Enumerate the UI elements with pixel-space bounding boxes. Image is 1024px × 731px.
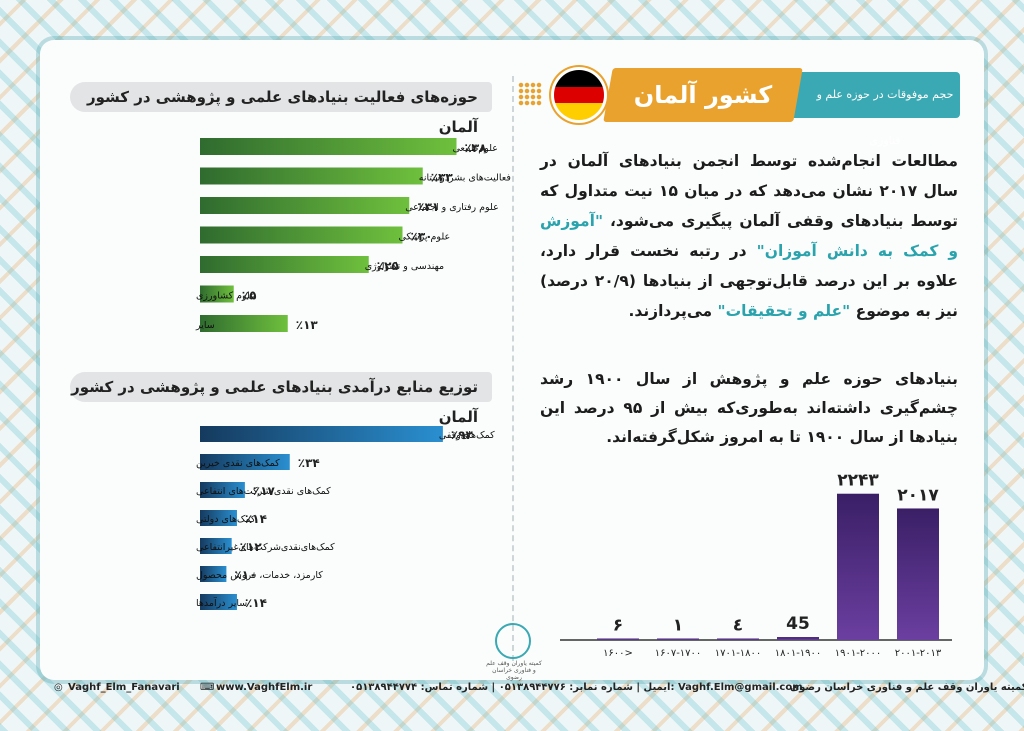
instagram-icon: ◎ — [54, 682, 63, 693]
income-category-label-2: کمک‌های نقدی شرکت‌های انتفاعی — [196, 486, 331, 497]
income-category-label-5: کارمزد، خدمات، فروش محصول — [196, 570, 323, 581]
column-divider — [512, 76, 514, 661]
decorative-dots-icon — [518, 82, 542, 106]
activity-value-label-2: ٪۳۱ — [417, 200, 439, 214]
activity-category-label-4: مهندسی و تکنولوژی — [365, 261, 444, 272]
period-category-label-1: ۱۹۰۱-۲۰۰۰ — [835, 648, 882, 659]
income-value-label-5: ٪۱۰ — [234, 568, 256, 582]
chart1-title: حوزه‌های فعالیت بنیادهای علمی و پژوهشی د… — [70, 82, 492, 136]
activity-fields-chart: علوم‌طبیعی٪۳۸ علوم مربوط به فعالیت‌های بش… — [195, 138, 512, 332]
activity-bar-0 — [200, 138, 457, 155]
activity-bar-6 — [200, 315, 288, 332]
income-category-label-4: کمک‌های‌نقدی‌شرکت‌های‌غیرانتفاعی — [196, 542, 335, 553]
period-value-label-1: ۲۲۴۳ — [837, 471, 879, 491]
header-title: کشور آلمان — [633, 81, 773, 109]
period-value-label-0: ۲۰۱۷ — [897, 485, 939, 505]
organization-name: کمیته یاوران وقف علم و فناوری خراسان رضو… — [790, 682, 1024, 693]
header-subtitle: حجم موفوقات در حوزه علم و فناوری — [816, 88, 954, 147]
logo-caption: کمیته یاوران وقف علم و فناوری خراسان رضو… — [486, 660, 542, 681]
income-bar-1 — [200, 454, 290, 470]
organization-logo-icon — [495, 623, 531, 659]
period-bar-0 — [897, 508, 939, 640]
period-value-label-3: ٤ — [733, 616, 743, 636]
income-bar-3 — [200, 510, 237, 526]
activity-category-label-5: علوم کشاورزی — [196, 291, 256, 302]
header-title-box: کشور آلمان — [603, 68, 803, 122]
activity-category-label-1: علوم مربوط به فعالیت‌های بشردوستانه — [419, 173, 512, 184]
intro-text-a: مطالعات انجام‌شده توسط انجمن بنیادهای آل… — [540, 152, 958, 230]
activity-value-label-6: ٪۱۳ — [296, 318, 319, 332]
income-category-label-3: کمک‌های دولتی — [196, 514, 256, 525]
flag-stripe-red — [554, 86, 604, 104]
income-category-label-6: سایر درآمدها — [196, 596, 247, 609]
period-bar-3 — [717, 638, 759, 640]
footer: ◎ Vaghf_Elm_Fanavari ⌨ www.VaghfElm.ir V… — [40, 678, 1024, 698]
contact-line: Vaghf.Elm@gmail.com :ایمیل | شماره نمابر… — [350, 682, 803, 693]
activity-category-label-6: سایر — [195, 320, 215, 331]
intro-paragraph: مطالعات انجام‌شده توسط انجمن بنیادهای آل… — [540, 146, 958, 326]
income-category-label-1: کمک‌های نقدی خیرین — [196, 458, 280, 469]
period-bar-1 — [837, 493, 879, 640]
flag-stripe-gold — [554, 103, 604, 120]
activity-category-label-3: علوم پزشکی — [399, 232, 451, 243]
income-bar-0 — [200, 426, 443, 442]
income-value-label-4: ٪۱۲ — [240, 540, 263, 554]
income-value-label-3: ٪۱۴ — [245, 512, 267, 526]
activity-bar-2 — [200, 197, 410, 214]
income-bar-4 — [200, 538, 232, 554]
income-sources-chart: کمک‌های‌وقفی٪۹۲ کمک‌های نقدی خیرین ٪۳۴ کمک‌… — [196, 426, 495, 610]
web-icon: ⌨ — [200, 682, 215, 693]
activity-value-label-0: ٪۳۸ — [465, 141, 488, 155]
flag-stripe-black — [554, 70, 604, 87]
income-bar-5 — [200, 566, 227, 582]
activity-bar-5 — [200, 285, 234, 303]
period-value-label-5: ۶ — [613, 616, 623, 636]
income-bar-2 — [200, 482, 245, 498]
period-category-label-4: ۱۶۰۷-۱۷۰۰ — [655, 648, 702, 659]
period-category-label-3: ۱۷۰۱-۱۸۰۰ — [715, 648, 762, 659]
income-value-label-2: ٪۱۷ — [253, 484, 276, 498]
intro-text-b: در رتبه نخست قرار دارد، علاوه بر این درص… — [540, 242, 958, 320]
activity-value-label-1: ٪۳۳ — [431, 171, 454, 185]
intro-text-c: می‌پردازند. — [628, 302, 718, 320]
activity-bar-1 — [200, 167, 423, 185]
period-value-label-2: 45 — [786, 614, 810, 634]
activity-bar-3 — [200, 226, 403, 244]
germany-flag-icon — [554, 70, 604, 120]
income-category-label-0: کمک‌های‌وقفی — [439, 430, 495, 441]
chart2-title: توزیع منابع درآمدی بنیادهای علمی و پژوهش… — [70, 372, 492, 426]
period-bar-5 — [597, 638, 639, 640]
intro-highlight-education: "آموزش و کمک به دانش آموزان" — [540, 212, 959, 260]
activity-value-label-5: ٪۵ — [242, 289, 257, 303]
activity-bar-4 — [200, 256, 369, 273]
period-bar-4 — [657, 638, 699, 640]
period-bar-2 — [777, 637, 819, 640]
activity-category-label-0: علوم‌طبیعی — [453, 143, 498, 154]
income-bar-6 — [200, 594, 237, 610]
activity-category-label-2: علوم رفتاری و اجتماعی — [405, 202, 499, 213]
foundation-periods-chart: ۲۰۱۷ ۲۰۰۱-۲۰۱۳ ۲۲۴۳ ۱۹۰۱-۲۰۰۰ 45 ۱۸۰۱-۱۹۰۰ ٤ ۱۷… — [560, 471, 952, 659]
income-value-label-1: ٪۳۴ — [298, 456, 320, 470]
period-category-label-0: ۲۰۰۱-۲۰۱۳ — [895, 648, 942, 659]
activity-value-label-4: ٪۲۵ — [377, 259, 399, 273]
income-value-label-0: ٪۹۲ — [451, 428, 474, 442]
instagram-handle[interactable]: Vaghf_Elm_Fanavari — [68, 682, 180, 693]
growth-paragraph: بنیادهای حوزه علم و پژوهش از سال ۱۹۰۰ رش… — [540, 370, 959, 446]
income-value-label-6: ٪۱۴ — [245, 596, 267, 610]
activity-value-label-3: ٪۳۰ — [411, 230, 433, 244]
page-header: حجم موفوقات در حوزه علم و فناوری کشور آل… — [518, 68, 960, 147]
period-value-label-4: ۱ — [673, 616, 683, 636]
period-category-label-5: ۱۶۰۰> — [603, 648, 633, 659]
intro-highlight-science: "علم و تحقیقات" — [717, 302, 851, 320]
website-link[interactable]: www.VaghfElm.ir — [216, 682, 313, 693]
period-category-label-2: ۱۸۰۱-۱۹۰۰ — [775, 648, 822, 659]
